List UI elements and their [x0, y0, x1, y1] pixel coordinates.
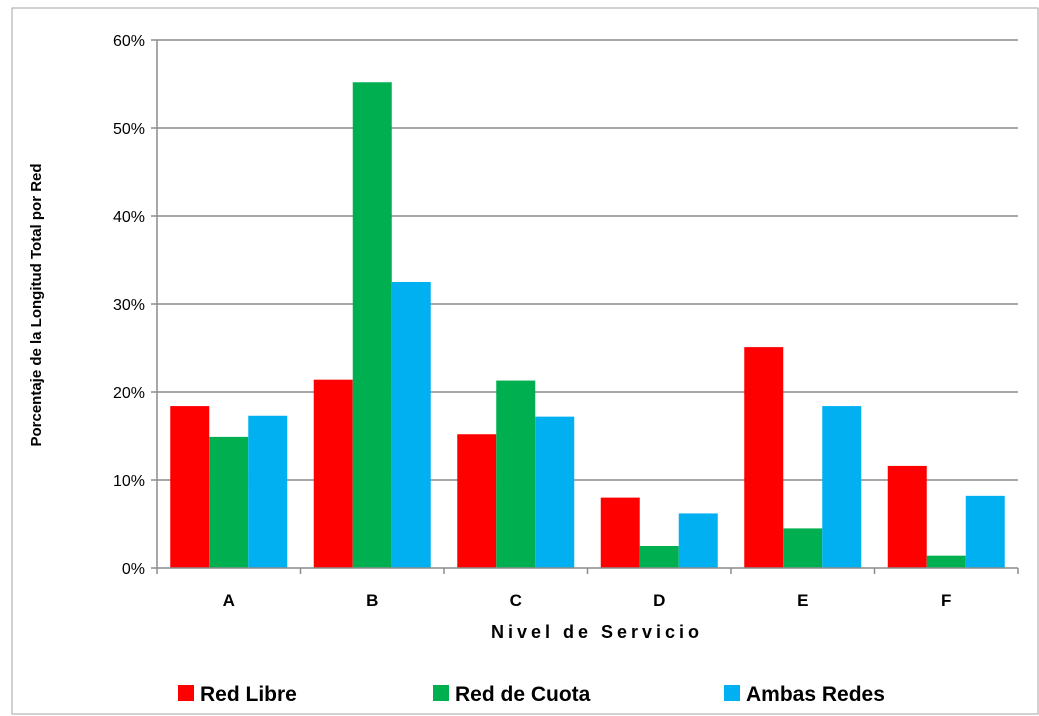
y-tick-label: 30%: [113, 297, 145, 314]
bar-red-libre-b: [313, 379, 353, 568]
x-category-label: F: [941, 591, 951, 610]
x-category-label: E: [797, 591, 808, 610]
bar-ambas-redes-a: [248, 415, 288, 568]
y-tick-label: 10%: [113, 473, 145, 490]
bar-red-de-cuota-f: [926, 555, 966, 568]
bar-red-libre-f: [887, 465, 927, 568]
bar-ambas-redes-e: [822, 406, 862, 568]
bar-red-de-cuota-d: [639, 546, 679, 568]
bar-red-de-cuota-c: [496, 380, 536, 568]
bar-ambas-redes-c: [535, 416, 575, 568]
y-axis-label: Porcentaje de la Longitud Total por Red: [28, 163, 45, 446]
bar-red-libre-e: [744, 347, 784, 568]
bar-ambas-redes-f: [965, 495, 1005, 568]
legend-label: Red Libre: [200, 683, 297, 706]
bar-red-de-cuota-e: [783, 528, 823, 568]
x-category-label: A: [223, 591, 235, 610]
y-tick-label: 20%: [113, 385, 145, 402]
bar-red-libre-d: [600, 497, 640, 568]
bar-ambas-redes-b: [391, 282, 431, 568]
legend: Red Libre Red de Cuota Ambas Redes: [178, 683, 885, 706]
bar-red-libre-a: [170, 406, 210, 568]
bar-red-de-cuota-b: [352, 82, 392, 569]
gridlines: [157, 39, 1018, 481]
chart-border: [11, 7, 1039, 715]
legend-swatch: [178, 685, 194, 701]
bar-red-libre-c: [457, 434, 497, 568]
x-category-label: B: [366, 591, 378, 610]
y-axis-ticks: 0% 10% 20% 30% 40% 50% 60%: [113, 33, 157, 578]
y-tick-label: 60%: [113, 33, 145, 50]
y-tick-label: 0%: [122, 561, 145, 578]
legend-swatch: [724, 685, 740, 701]
bar-red-de-cuota-a: [209, 436, 249, 568]
x-category-label: C: [510, 591, 522, 610]
bar-ambas-redes-d: [678, 513, 718, 568]
axes: [156, 40, 1019, 574]
x-category-label: D: [653, 591, 665, 610]
bars: [170, 82, 1005, 569]
y-tick-label: 40%: [113, 209, 145, 226]
y-tick-label: 50%: [113, 121, 145, 138]
x-axis-categories: A B C D E F: [223, 591, 952, 610]
x-axis-label: Nivel de Servicio: [491, 622, 703, 642]
legend-label: Ambas Redes: [746, 683, 885, 706]
legend-label: Red de Cuota: [455, 683, 591, 706]
legend-swatch: [433, 685, 449, 701]
